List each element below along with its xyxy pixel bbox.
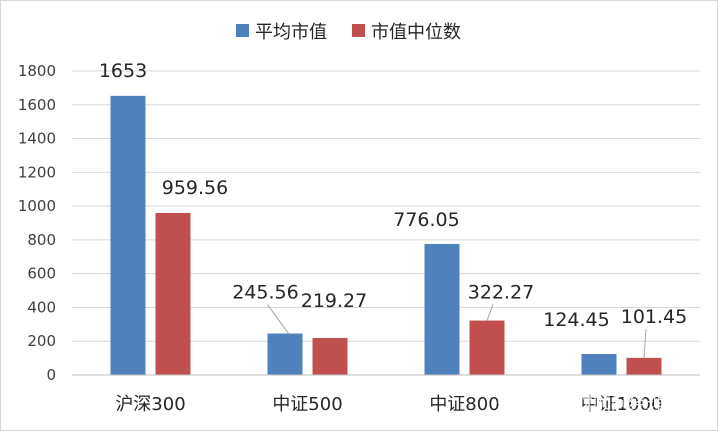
- y-tick-label: 1800: [18, 62, 56, 80]
- data-label-avg-0: 1653: [99, 60, 147, 82]
- legend: 平均市值 市值中位数: [236, 22, 461, 43]
- bars: [110, 95, 662, 376]
- y-tick-label: 1000: [18, 197, 56, 215]
- x-category-label: 沪深300: [115, 394, 185, 415]
- bar-median-3: [626, 357, 662, 375]
- leader-line: [486, 304, 494, 321]
- legend-label-avg: 平均市值: [255, 22, 327, 43]
- x-axis: 沪深300 中证500 中证800 中证1000: [72, 374, 700, 415]
- bar-avg-3: [581, 353, 617, 375]
- legend-swatch-avg: [236, 24, 249, 37]
- x-category-label: 中证500: [272, 394, 342, 415]
- y-axis: 0 200 400 600 800 1000 1200 1400 1600 1800: [18, 62, 56, 384]
- leader-line: [267, 304, 289, 334]
- leader-lines: [267, 304, 647, 358]
- data-label-median-1: 219.27: [301, 290, 367, 312]
- leader-line: [643, 328, 647, 358]
- y-tick-label: 1200: [18, 163, 56, 181]
- watermark: 知乎 @理财顾问经理: [497, 394, 665, 415]
- y-tick-label: 1400: [18, 130, 56, 148]
- bar-avg-2: [424, 243, 460, 375]
- y-tick-label: 0: [46, 366, 56, 384]
- y-tick-label: 800: [27, 231, 56, 249]
- x-category-label: 中证1000: [581, 394, 663, 415]
- data-label-avg-2: 776.05: [393, 209, 459, 231]
- bar-median-1: [312, 337, 348, 375]
- y-tick-label: 1600: [18, 96, 56, 114]
- data-label-median-3: 101.45: [621, 306, 687, 328]
- x-category-label: 中证800: [429, 394, 499, 415]
- data-label-avg-3: 124.45: [543, 309, 609, 331]
- bar-avg-0: [110, 95, 146, 376]
- data-labels: 1653 959.56 245.56 219.27 776.05 322.27 124.45…: [99, 60, 687, 331]
- bar-avg-1: [267, 333, 303, 375]
- y-tick-label: 200: [27, 332, 56, 350]
- data-label-avg-1: 245.56: [232, 282, 298, 304]
- data-label-median-0: 959.56: [162, 177, 228, 199]
- legend-swatch-median: [352, 24, 365, 37]
- bar-median-0: [155, 212, 191, 375]
- legend-label-median: 市值中位数: [371, 22, 461, 43]
- data-label-median-2: 322.27: [468, 282, 534, 304]
- y-tick-label: 600: [27, 265, 56, 283]
- bar-median-2: [469, 320, 505, 375]
- y-tick-label: 400: [27, 298, 56, 316]
